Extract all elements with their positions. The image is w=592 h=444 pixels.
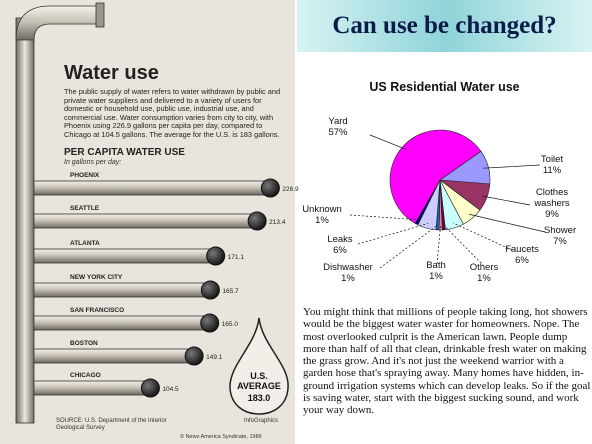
average-label: U.S. AVERAGE <box>231 371 287 391</box>
bar-end-ball <box>201 281 219 299</box>
bar <box>34 283 210 297</box>
pie-category: Faucets <box>502 244 542 255</box>
bar <box>34 316 210 330</box>
pie-value-label: 6% <box>502 255 542 266</box>
unit-note: In gallons per day: <box>64 159 121 166</box>
value-label: 226.9 <box>282 186 299 193</box>
city-label: PHOENIX <box>70 172 100 179</box>
city-label: CHICAGO <box>70 372 101 379</box>
pie-category: Others <box>466 262 502 273</box>
bar <box>34 249 216 263</box>
leader-line <box>358 223 428 244</box>
pie-category: Bath <box>421 260 451 271</box>
pie-value-label: 1% <box>318 273 378 284</box>
infographic-title: Water use <box>64 62 159 85</box>
value-label: 171.1 <box>228 254 245 261</box>
pie-value-label: 11% <box>532 165 572 176</box>
credit: InfoGraphics <box>244 418 278 424</box>
pipe-flange <box>96 3 104 27</box>
leader-line <box>482 196 530 205</box>
pie-category: Yard <box>323 116 353 127</box>
pie-value-label: 6% <box>322 245 358 256</box>
bar-end-ball <box>141 379 159 397</box>
bar-end-ball <box>201 314 219 332</box>
source: SOURCE: U.S. Department of the Interior … <box>56 418 176 432</box>
city-label: SEATTLE <box>70 205 100 212</box>
bar <box>34 349 194 363</box>
pie-category: Unknown <box>299 204 345 215</box>
city-label: NEW YORK CITY <box>70 274 123 281</box>
bar <box>34 181 270 195</box>
vertical-pipe <box>16 18 34 423</box>
bar <box>34 214 257 228</box>
slide: PHOENIX 226.9 SEATTLE 213.4 ATLANTA 171.1 NEW … <box>0 0 592 444</box>
pie-category: Toilet <box>532 154 572 165</box>
pie-category: Clothes washers <box>527 187 577 209</box>
pie-value-label: 7% <box>540 236 580 247</box>
bar-end-ball <box>207 247 225 265</box>
pie-value-label: 57% <box>323 127 353 138</box>
pie-category: Shower <box>540 225 580 236</box>
infographic-description: The public supply of water refers to wat… <box>64 88 286 140</box>
leader-line <box>370 135 407 150</box>
value-label: 149.1 <box>206 354 223 361</box>
pie-value-label: 1% <box>299 215 345 226</box>
pipe-elbow <box>16 6 98 40</box>
infographic-subtitle: PER CAPITA WATER USE <box>64 147 185 158</box>
city-label: BOSTON <box>70 340 98 347</box>
value-label: 165.0 <box>222 321 239 328</box>
city-label: ATLANTA <box>70 240 100 247</box>
pie-category: Dishwasher <box>318 262 378 273</box>
bar-end-ball <box>248 212 266 230</box>
average-value: 183.0 <box>231 393 287 403</box>
pie-value-label: 9% <box>527 209 577 220</box>
slide-title: Can use be changed? <box>297 0 592 52</box>
value-label: 104.5 <box>162 386 179 393</box>
bar <box>34 381 150 395</box>
pie-value-label: 1% <box>466 273 502 284</box>
value-label: 213.4 <box>269 219 286 226</box>
body-text: You might think that millions of people … <box>303 306 591 417</box>
city-label: SAN FRANCISCO <box>70 307 124 314</box>
bar-end-ball <box>185 347 203 365</box>
copyright: © News America Syndicate, 1986 <box>180 434 262 440</box>
bar-end-ball <box>261 179 279 197</box>
pie-category: Leaks <box>322 234 358 245</box>
pie-title: US Residential Water use <box>297 80 592 94</box>
value-label: 165.7 <box>222 288 239 295</box>
leader-line <box>437 225 441 264</box>
pie-value-label: 1% <box>421 271 451 282</box>
